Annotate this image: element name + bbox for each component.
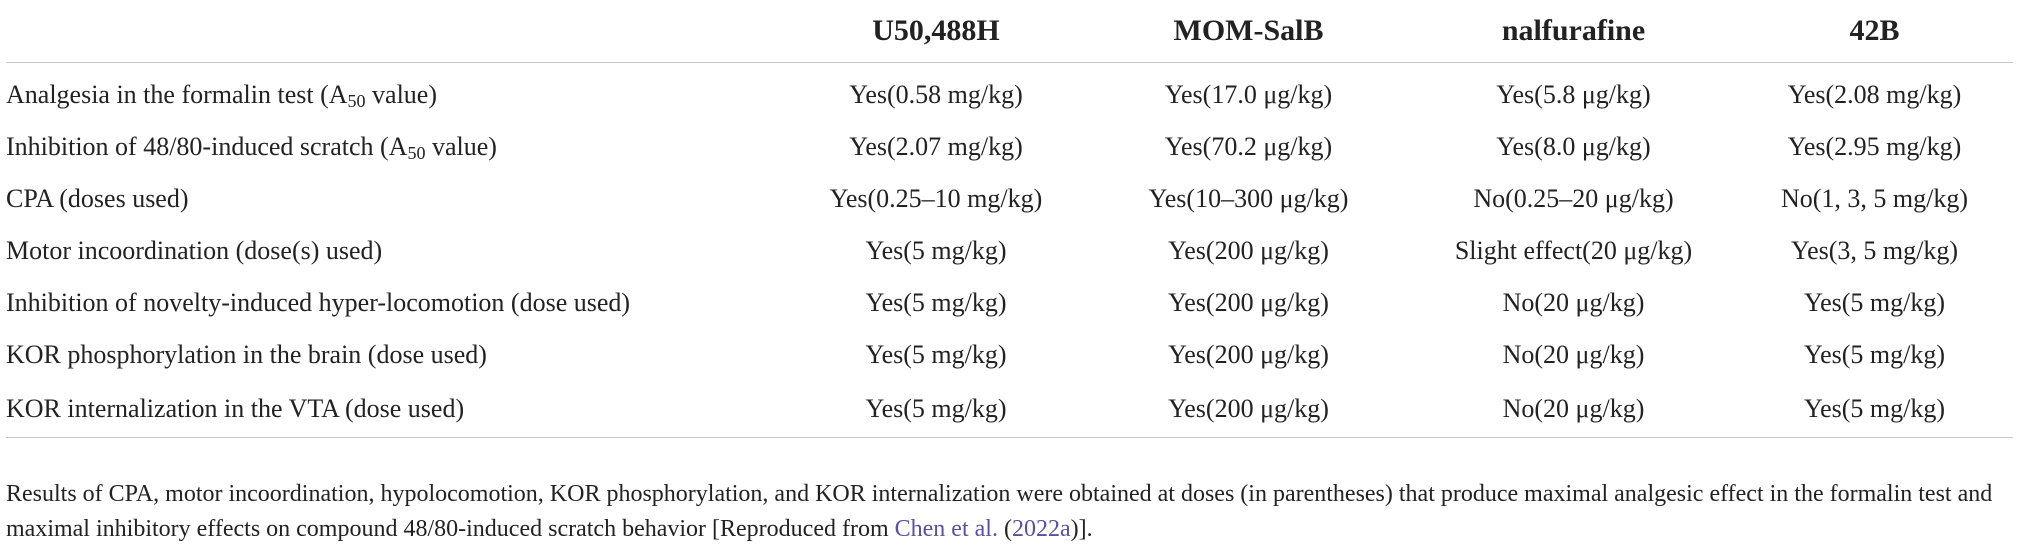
table-cell: Yes(5 mg/kg): [1803, 340, 1946, 369]
footnote-paren-open: (: [997, 516, 1012, 542]
table-cell: No(0.25–20 μg/kg): [1473, 184, 1674, 213]
table-cell: Yes(5 mg/kg): [1803, 288, 1946, 317]
row-label-motor-incoordination: Motor incoordination (dose(s) used): [6, 236, 383, 265]
table-cell: Yes(70.2 μg/kg): [1164, 132, 1333, 161]
table-cell: Yes(5 mg/kg): [865, 340, 1007, 369]
table-cell: Yes(2.08 mg/kg): [1787, 80, 1962, 109]
table-cell: Yes(5 mg/kg): [865, 288, 1007, 317]
comparison-table-container: U50,488H MOM-SalB nalfurafine 42B Analge…: [6, 0, 2013, 438]
header-nalfurafine: nalfurafine: [1411, 0, 1736, 63]
table-row: Analgesia in the formalin test (A50 valu…: [6, 63, 2013, 122]
footnote-text: Results of CPA, motor incoordination, hy…: [6, 481, 1993, 542]
table-row: Inhibition of novelty-induced hyper-loco…: [6, 277, 2013, 329]
table-cell: Yes(3, 5 mg/kg): [1790, 236, 1959, 265]
table-row: KOR phosphorylation in the brain (dose u…: [6, 329, 2013, 381]
table-cell: Yes(0.25–10 mg/kg): [829, 184, 1043, 213]
table-cell: Yes(5.8 μg/kg): [1496, 80, 1651, 109]
table-cell: Yes(0.58 mg/kg): [849, 80, 1023, 109]
table-cell: Yes(10–300 μg/kg): [1148, 184, 1349, 213]
table-footnote: Results of CPA, motor incoordination, hy…: [6, 477, 2011, 547]
header-u50488h: U50,488H: [786, 0, 1086, 63]
table-cell: Yes(200 μg/kg): [1168, 236, 1329, 265]
row-label-cpa: CPA (doses used): [6, 184, 189, 213]
row-label-scratch-inhibition: Inhibition of 48/80-induced scratch (A50…: [6, 132, 497, 163]
table-cell: Yes(2.95 mg/kg): [1787, 132, 1962, 161]
row-label-analgesia: Analgesia in the formalin test (A50 valu…: [6, 80, 437, 111]
footnote-end: )].: [1070, 516, 1093, 542]
table-cell: No(20 μg/kg): [1502, 288, 1645, 317]
table-row: Motor incoordination (dose(s) used) Yes(…: [6, 225, 2013, 277]
table-cell: Yes(200 μg/kg): [1086, 381, 1411, 438]
table-cell: Yes(2.07 mg/kg): [849, 132, 1023, 161]
table-cell: Slight effect(20 μg/kg): [1454, 236, 1693, 265]
row-label-kor-internalization: KOR internalization in the VTA (dose use…: [6, 381, 786, 438]
table-row: Inhibition of 48/80-induced scratch (A50…: [6, 121, 2013, 173]
table-row: CPA (doses used) Yes(0.25–10 mg/kg) Yes(…: [6, 173, 2013, 225]
table-cell: Yes(200 μg/kg): [1168, 288, 1329, 317]
table-cell: No(20 μg/kg): [1502, 340, 1645, 369]
table-cell: Yes(8.0 μg/kg): [1496, 132, 1651, 161]
subscript: 50: [407, 143, 426, 163]
header-42b: 42B: [1736, 0, 2013, 63]
citation-year-link[interactable]: 2022a: [1011, 516, 1071, 542]
table-row: KOR internalization in the VTA (dose use…: [6, 381, 2013, 438]
table-cell: No(20 μg/kg): [1411, 381, 1736, 438]
citation-author-link[interactable]: Chen et al.: [894, 516, 998, 542]
row-label-kor-phosphorylation: KOR phosphorylation in the brain (dose u…: [6, 340, 487, 369]
table-cell: No(1, 3, 5 mg/kg): [1780, 184, 1969, 213]
subscript: 50: [347, 91, 366, 111]
comparison-table: U50,488H MOM-SalB nalfurafine 42B Analge…: [6, 0, 2013, 438]
table-cell: Yes(17.0 μg/kg): [1164, 80, 1333, 109]
header-row: U50,488H MOM-SalB nalfurafine 42B: [6, 0, 2013, 63]
header-mom-salb: MOM-SalB: [1086, 0, 1411, 63]
table-cell: Yes(200 μg/kg): [1168, 340, 1329, 369]
table-cell: Yes(5 mg/kg): [865, 236, 1007, 265]
table-cell: Yes(5 mg/kg): [786, 381, 1086, 438]
row-label-hyper-locomotion: Inhibition of novelty-induced hyper-loco…: [6, 288, 631, 317]
header-empty: [6, 0, 786, 63]
table-cell: Yes(5 mg/kg): [1736, 381, 2013, 438]
